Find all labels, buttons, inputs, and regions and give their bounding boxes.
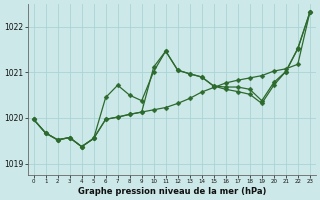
X-axis label: Graphe pression niveau de la mer (hPa): Graphe pression niveau de la mer (hPa): [77, 187, 266, 196]
